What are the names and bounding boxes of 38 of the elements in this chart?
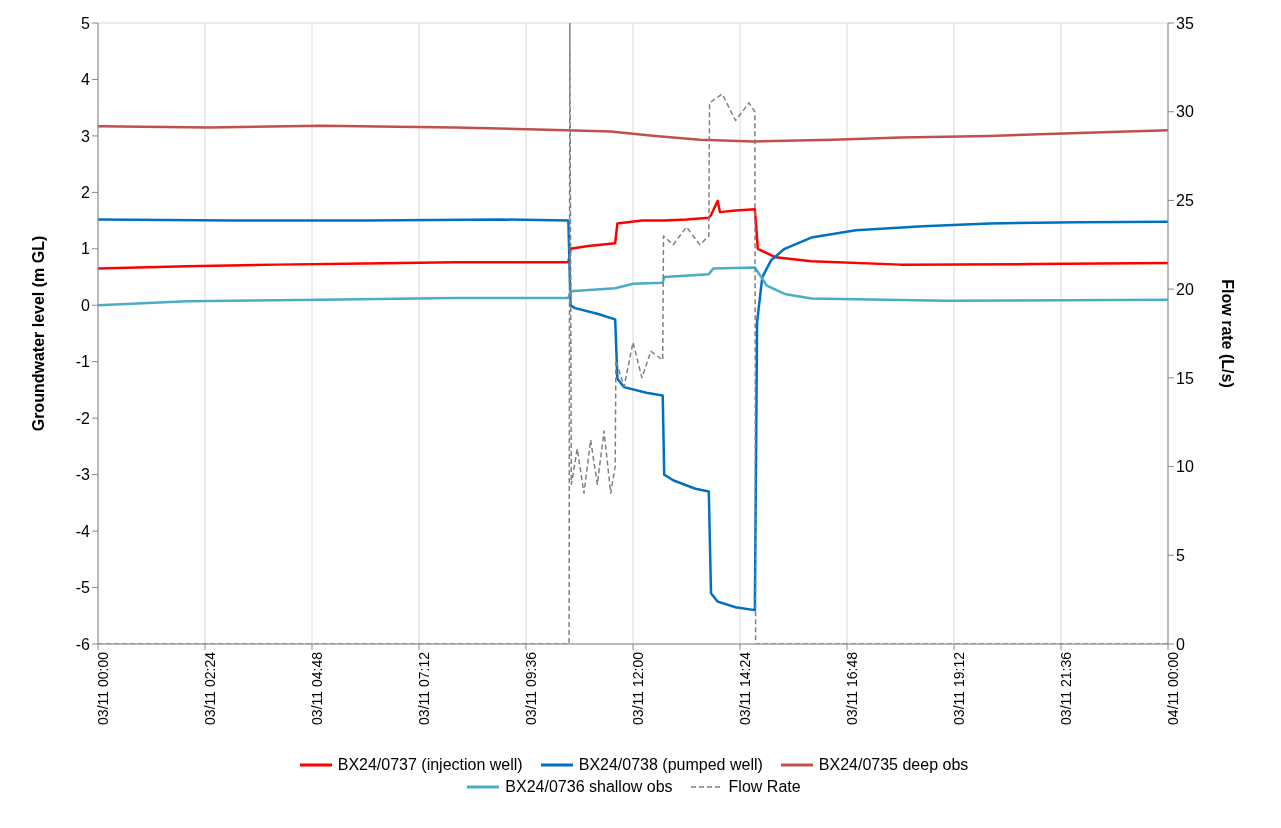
y-tick-label: 3 [81, 127, 91, 145]
x-tick-label: 03/11 04:48 [308, 651, 325, 725]
x-tick-label: 03/11 12:00 [629, 651, 646, 725]
y-tick-label: 4 [81, 71, 91, 89]
y-tick-label: 1 [81, 240, 91, 258]
y-tick-label: 0 [81, 296, 91, 314]
y2-axis-title: Flow rate (L/s) [1219, 279, 1237, 388]
legend-label: Flow Rate [728, 778, 801, 796]
legend-label: BX24/0737 (injection well) [337, 756, 523, 774]
y-tick-label: -3 [75, 466, 91, 484]
y2-tick-label: 20 [1176, 280, 1194, 298]
y-tick-label: -2 [75, 409, 91, 427]
x-tick-label: 03/11 00:00 [94, 651, 111, 725]
y-tick-label: -6 [75, 635, 91, 653]
legend-label: BX24/0736 shallow obs [505, 778, 673, 796]
x-tick-label: 04/11 00:00 [1164, 651, 1181, 725]
x-tick-label: 03/11 19:12 [950, 651, 967, 725]
x-tick-label: 03/11 16:48 [843, 651, 860, 725]
y2-tick-label: 30 [1176, 103, 1194, 121]
y-tick-label: 2 [81, 184, 91, 202]
x-tick-label: 03/11 07:12 [415, 651, 432, 725]
x-tick-label: 03/11 09:36 [522, 651, 539, 725]
x-tick-label: 03/11 21:36 [1057, 651, 1074, 725]
x-tick-label: 03/11 14:24 [736, 651, 753, 725]
y-tick-label: -5 [75, 579, 91, 597]
y-tick-label: -4 [75, 522, 91, 540]
y2-tick-label: 15 [1176, 369, 1194, 387]
y-tick-label: -1 [75, 353, 91, 371]
x-tick-label: 03/11 02:24 [201, 651, 218, 725]
y-tick-label: 5 [81, 14, 91, 32]
y2-tick-label: 5 [1176, 546, 1185, 564]
y2-tick-label: 25 [1176, 192, 1194, 210]
legend-label: BX24/0738 (pumped well) [578, 756, 763, 774]
y-axis-title: Groundwater level (m GL) [29, 235, 47, 432]
y2-tick-label: 10 [1176, 458, 1194, 476]
y2-tick-label: 0 [1176, 635, 1185, 653]
legend-label: BX24/0735 deep obs [818, 756, 969, 774]
y2-tick-label: 35 [1176, 14, 1194, 32]
